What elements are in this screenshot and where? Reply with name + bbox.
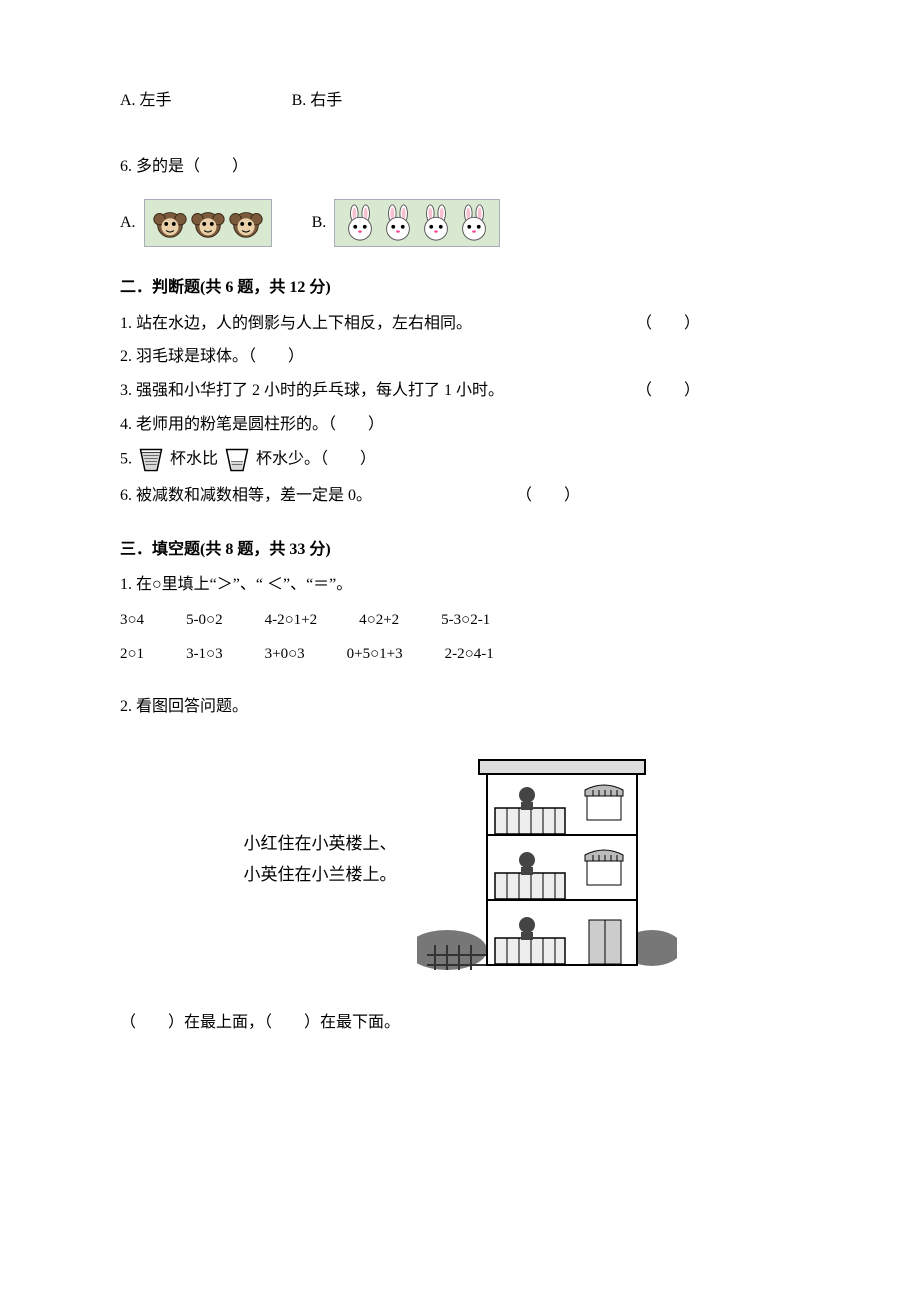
judge-item-4: 4. 老师用的粉笔是圆柱形的。（ ） (120, 412, 800, 438)
judge-item-2: 2. 羽毛球是球体。（ ） (120, 344, 800, 370)
fill-cell: 3○4 (120, 608, 144, 632)
judge-paren: （ ） (636, 311, 700, 337)
page: A. 左手 B. 右手 6. 多的是（ ） A. (0, 0, 920, 1103)
caption-line-2: 小英住在小兰楼上。 (244, 860, 397, 891)
building-caption: 小红住在小英楼上、 小英住在小兰楼上。 (244, 829, 397, 890)
fill-cell: 5-0○2 (186, 608, 223, 632)
q5-option-b: B. 右手 (292, 88, 343, 114)
q5-option-a: A. 左手 (120, 88, 172, 114)
judge5-mid1: 杯水比 (170, 451, 222, 468)
monkey-icon (227, 204, 265, 242)
q6-option-b: B. (312, 199, 501, 247)
judge5-mid2: 杯水少。（ ） (256, 451, 376, 468)
fill-cell: 0+5○1+3 (347, 642, 403, 666)
building-icon (417, 740, 677, 980)
cup-full-icon (136, 445, 166, 475)
fill-cell: 2-2○4-1 (445, 642, 494, 666)
rabbit-icon (455, 204, 493, 242)
rabbit-icon (341, 204, 379, 242)
q6-option-a-label: A. (120, 210, 136, 236)
fill-cell: 4-2○1+2 (265, 608, 318, 632)
fill-cell: 2○1 (120, 642, 144, 666)
q6-option-a: A. (120, 199, 272, 247)
monkeys-image (144, 199, 272, 247)
judge-text: 6. 被减数和减数相等，差一定是 0。 (120, 483, 372, 509)
rabbit-icon (417, 204, 455, 242)
fill-q2-answer: （ ）在最上面，（ ）在最下面。 (120, 1010, 800, 1036)
judge-paren: （ ） (516, 483, 580, 509)
cup-partial-icon (222, 445, 252, 475)
rabbit-icon (379, 204, 417, 242)
fill-cell: 5-3○2-1 (441, 608, 490, 632)
fill-cell: 4○2+2 (359, 608, 399, 632)
monkey-icon (151, 204, 189, 242)
caption-line-1: 小红住在小英楼上、 (244, 829, 397, 860)
judge-item-3: 3. 强强和小华打了 2 小时的乒乓球，每人打了 1 小时。 （ ） (120, 378, 700, 404)
section2-title: 二．判断题(共 6 题，共 12 分) (120, 275, 800, 301)
judge-text: 3. 强强和小华打了 2 小时的乒乓球，每人打了 1 小时。 (120, 378, 504, 404)
judge-paren: （ ） (636, 378, 700, 404)
fill-cell: 3-1○3 (186, 642, 223, 666)
fill-q1-row1: 3○4 5-0○2 4-2○1+2 4○2+2 5-3○2-1 (120, 608, 800, 632)
judge-item-6: 6. 被减数和减数相等，差一定是 0。 （ ） (120, 483, 580, 509)
judge-text: 1. 站在水边，人的倒影与人上下相反，左右相同。 (120, 311, 472, 337)
fill-cell: 3+0○3 (265, 642, 305, 666)
q6-options: A. (120, 199, 800, 247)
section3-title: 三．填空题(共 8 题，共 33 分) (120, 537, 800, 563)
rabbits-image (334, 199, 500, 247)
monkey-icon (189, 204, 227, 242)
fill-q1-row2: 2○1 3-1○3 3+0○3 0+5○1+3 2-2○4-1 (120, 642, 800, 666)
q5-options: A. 左手 B. 右手 (120, 88, 800, 114)
q6-stem: 6. 多的是（ ） (120, 154, 800, 180)
judge-item-5: 5. 杯水比 杯水少。（ ） (120, 445, 800, 475)
judge5-pre: 5. (120, 451, 136, 468)
fill-q1-stem: 1. 在○里填上“＞”、“ ＜”、“＝”。 (120, 572, 800, 598)
q6-option-b-label: B. (312, 210, 327, 236)
judge-item-1: 1. 站在水边，人的倒影与人上下相反，左右相同。 （ ） (120, 311, 700, 337)
building-figure: 小红住在小英楼上、 小英住在小兰楼上。 (120, 740, 800, 980)
fill-q2-stem: 2. 看图回答问题。 (120, 694, 800, 720)
